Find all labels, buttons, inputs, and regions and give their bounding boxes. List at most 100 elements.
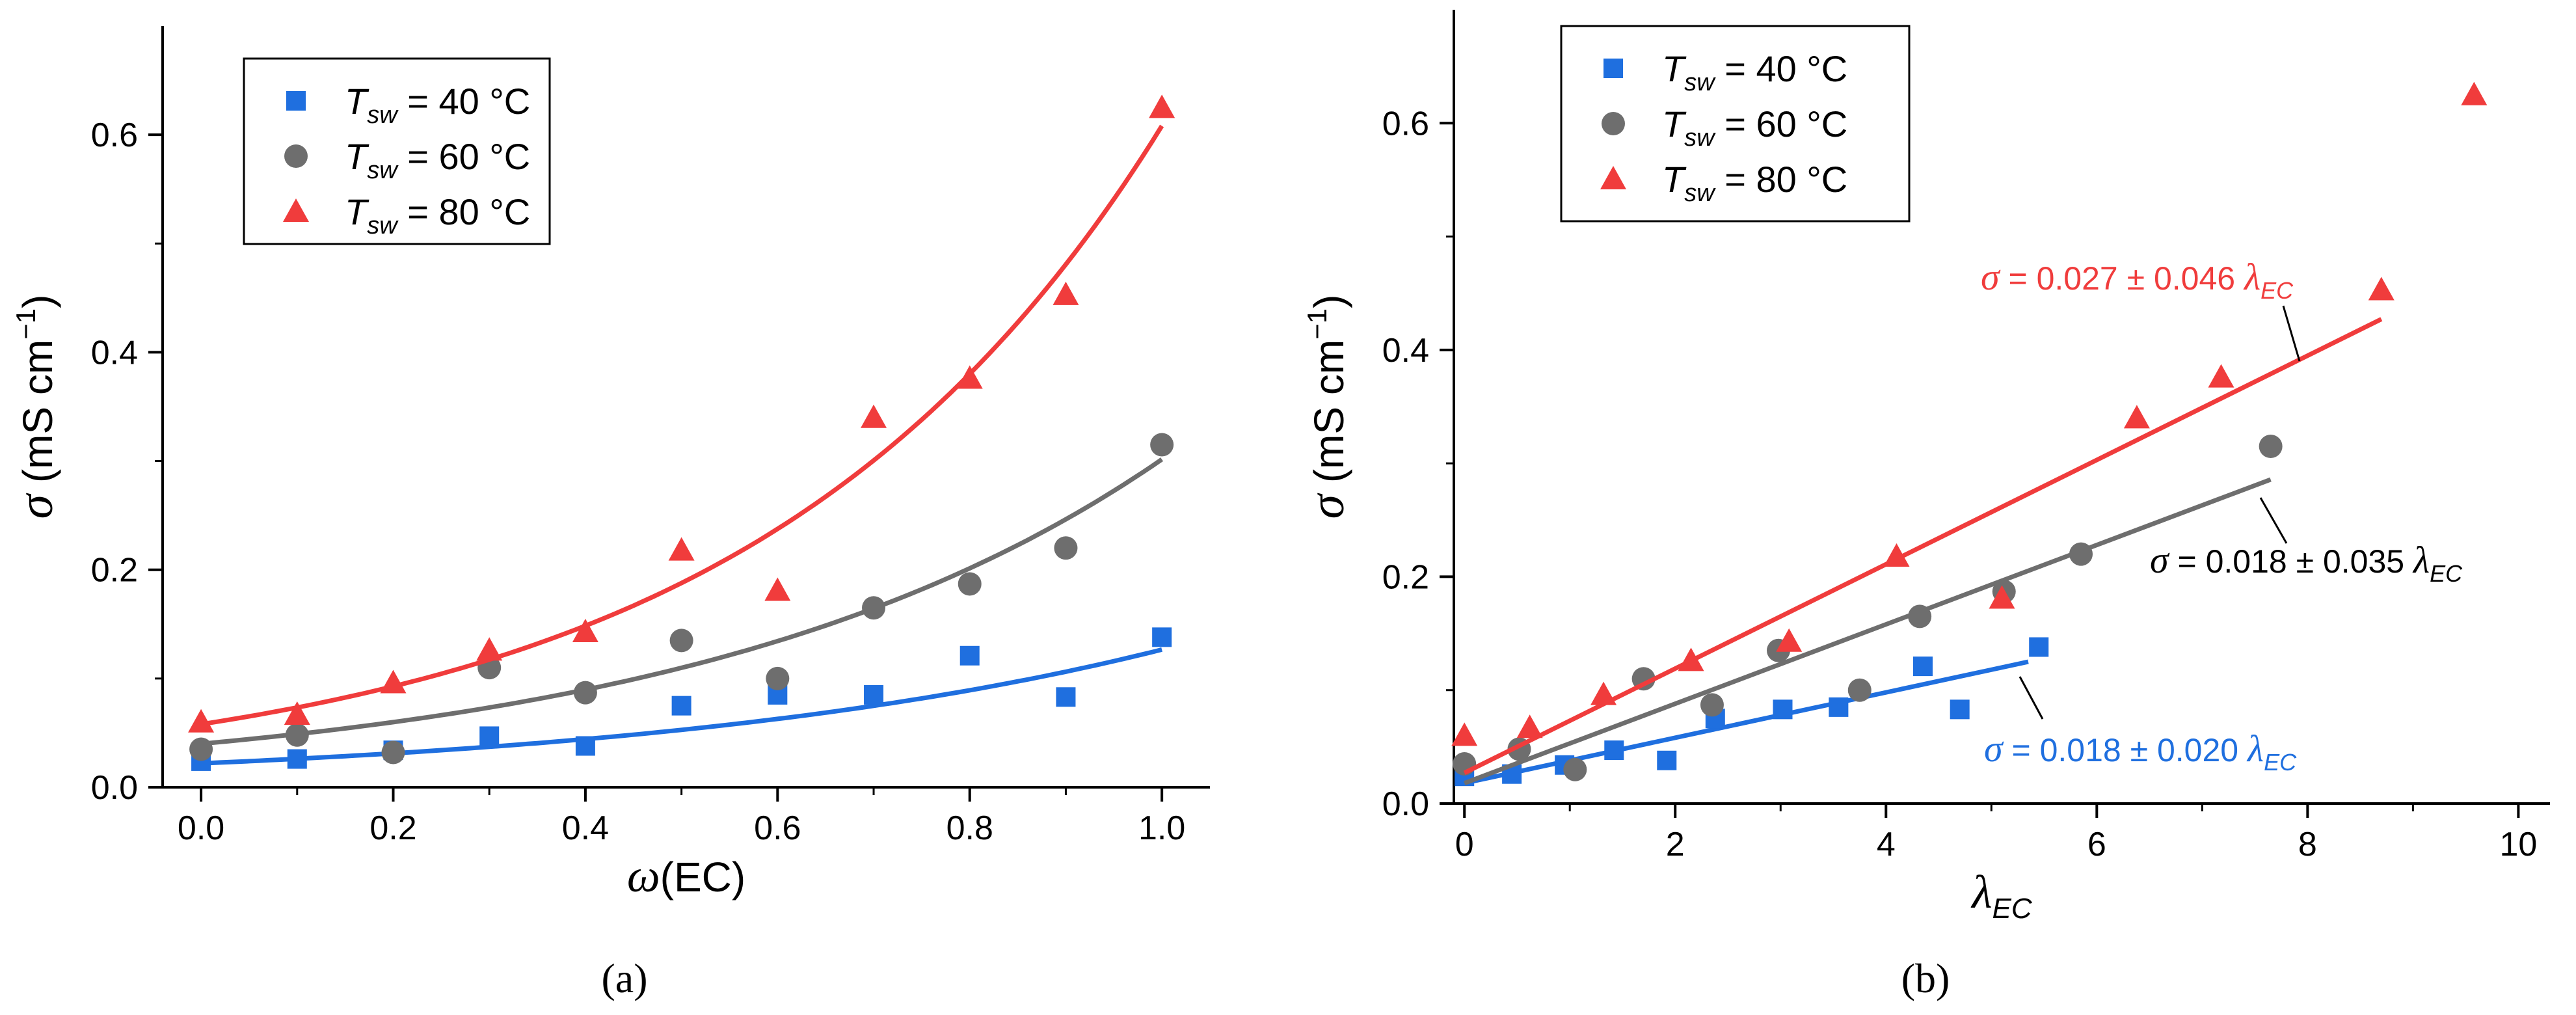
y-tick-label: 0.4	[1382, 332, 1429, 370]
data-point	[764, 577, 791, 601]
data-point	[479, 726, 500, 746]
legend-marker	[1602, 112, 1625, 135]
data-point	[476, 637, 503, 661]
data-point	[572, 618, 598, 642]
x-tick-label: 0.4	[562, 809, 609, 847]
data-point	[669, 629, 693, 653]
y-tick-label: 0.6	[91, 116, 138, 154]
series-3	[188, 94, 1175, 733]
data-point	[2029, 637, 2049, 657]
x-axis-label: ω(EC)	[627, 850, 745, 902]
data-point	[1054, 536, 1078, 560]
legend-entry: Tsw = 60 °C	[345, 136, 530, 184]
data-point	[959, 645, 980, 666]
legend-entry: Tsw = 40 °C	[345, 81, 530, 129]
x-tick-label: 0.2	[369, 809, 416, 847]
data-point	[671, 696, 691, 716]
data-point	[1847, 678, 1872, 702]
legend-marker	[286, 91, 306, 111]
data-point	[285, 723, 309, 747]
annotation-leader	[2282, 305, 2301, 362]
data-point	[1912, 656, 1933, 677]
x-tick-label: 0.8	[946, 809, 993, 847]
data-point	[2461, 81, 2488, 105]
data-point	[1776, 628, 1803, 652]
data-point	[2208, 364, 2234, 388]
data-point	[864, 684, 884, 705]
legend-entry: Tsw = 40 °C	[1662, 48, 1847, 96]
series-2	[189, 433, 1174, 765]
data-point	[1590, 681, 1617, 705]
data-point	[1989, 585, 2015, 609]
data-point	[1678, 647, 1704, 671]
fit-line	[1464, 659, 2029, 786]
data-point	[1152, 627, 1172, 647]
legend: Tsw = 40 °C Tsw = 60 °C Tsw = 80 °C	[243, 57, 551, 245]
legend-marker	[1603, 59, 1623, 78]
x-axis-label: λEC	[1970, 866, 2033, 925]
data-point	[381, 740, 405, 765]
data-point	[1657, 750, 1677, 770]
y-tick-label: 0.2	[1382, 558, 1429, 596]
fit-equation: σ = 0.018 ± 0.035 λEC	[2150, 539, 2463, 587]
data-point	[1700, 693, 1724, 717]
legend-entry: Tsw = 60 °C	[1662, 103, 1847, 152]
data-point	[2368, 277, 2395, 301]
fit-line	[1463, 477, 2272, 785]
data-point	[862, 596, 886, 620]
y-tick-label: 0.0	[91, 769, 138, 807]
data-point	[1451, 722, 1478, 746]
data-point	[1908, 604, 1932, 629]
y-tick-label: 0.4	[91, 334, 138, 372]
data-point	[284, 701, 310, 725]
fit-equation: σ = 0.027 ± 0.046 λEC	[1981, 256, 2294, 304]
data-point	[189, 737, 213, 761]
data-point	[2069, 542, 2093, 566]
data-point	[575, 736, 595, 756]
data-point	[1053, 281, 1079, 305]
series-2	[1453, 435, 2283, 785]
data-point	[958, 572, 982, 596]
chart-panel-b: 0 2 4 6 8 10 0.0 0.2 0.4 0.6 λEC σ (mS cm−1) (b) Tsw …	[1300, 10, 2550, 1001]
legend-entry: Tsw = 80 °C	[345, 191, 530, 239]
series-3	[1451, 81, 2488, 776]
data-point	[1150, 433, 1174, 457]
data-point	[1056, 687, 1076, 707]
y-tick-label: 0.2	[91, 552, 138, 589]
fit-line	[200, 457, 1164, 746]
y-axis-label: σ (mS cm−1)	[1300, 295, 1354, 519]
panel-label: (b)	[1901, 955, 1950, 1001]
data-point	[1950, 699, 1970, 720]
legend: Tsw = 40 °C Tsw = 60 °C Tsw = 80 °C	[1560, 25, 1911, 223]
data-point	[1149, 94, 1175, 118]
chart-panel-a: 0.0 0.2 0.4 0.6 0.8 1.00.00.20.40.6ω(EC)σ (mS…	[8, 26, 1210, 1001]
data-point	[861, 404, 887, 428]
legend-marker	[283, 198, 309, 222]
fit-equation: σ = 0.018 ± 0.020 λEC	[1984, 727, 2297, 776]
data-point	[1829, 697, 1849, 717]
data-point	[1516, 714, 1543, 738]
x-tick-label: 0	[1455, 826, 1474, 863]
x-tick-label: 8	[2298, 826, 2317, 863]
legend-entry: Tsw = 80 °C	[1662, 159, 1847, 207]
data-point	[1604, 740, 1624, 761]
annotation-leader	[2259, 497, 2288, 544]
data-point	[668, 537, 695, 561]
data-point	[766, 666, 790, 690]
legend-marker	[1600, 166, 1626, 189]
y-tick-label: 0.0	[1382, 785, 1429, 823]
data-point	[287, 749, 307, 769]
y-tick-label: 0.6	[1382, 105, 1429, 142]
x-tick-label: 0.0	[178, 809, 224, 847]
data-point	[1563, 757, 1587, 781]
data-point	[380, 670, 407, 694]
x-tick-label: 1.0	[1138, 809, 1185, 847]
data-point	[956, 365, 983, 389]
x-tick-label: 10	[2499, 826, 2537, 863]
panel-label: (a)	[601, 955, 647, 1001]
data-point	[573, 681, 597, 705]
series-1	[191, 627, 1172, 771]
x-tick-label: 4	[1877, 826, 1896, 863]
data-point	[2123, 405, 2150, 429]
